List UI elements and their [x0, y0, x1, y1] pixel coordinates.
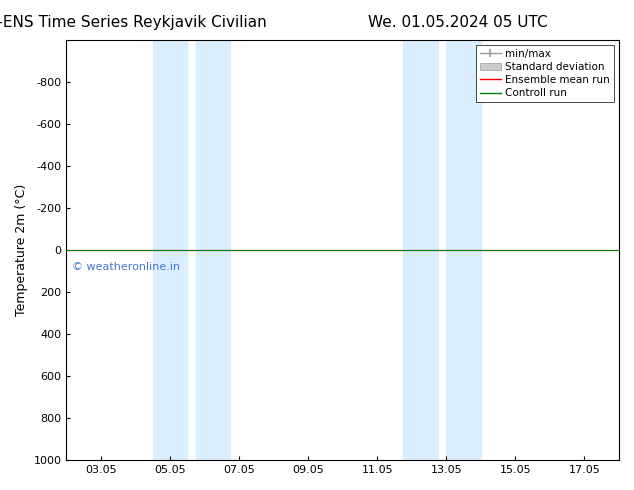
- Y-axis label: Temperature 2m (°C): Temperature 2m (°C): [15, 184, 28, 316]
- Bar: [196, 40, 231, 460]
- Bar: [446, 40, 481, 460]
- Legend: min/max, Standard deviation, Ensemble mean run, Controll run: min/max, Standard deviation, Ensemble me…: [476, 45, 614, 102]
- Bar: [153, 40, 187, 460]
- Bar: [403, 40, 437, 460]
- Text: CMC-ENS Time Series Reykjavik Civilian: CMC-ENS Time Series Reykjavik Civilian: [0, 15, 266, 30]
- Text: We. 01.05.2024 05 UTC: We. 01.05.2024 05 UTC: [368, 15, 547, 30]
- Text: © weatheronline.in: © weatheronline.in: [72, 263, 180, 272]
